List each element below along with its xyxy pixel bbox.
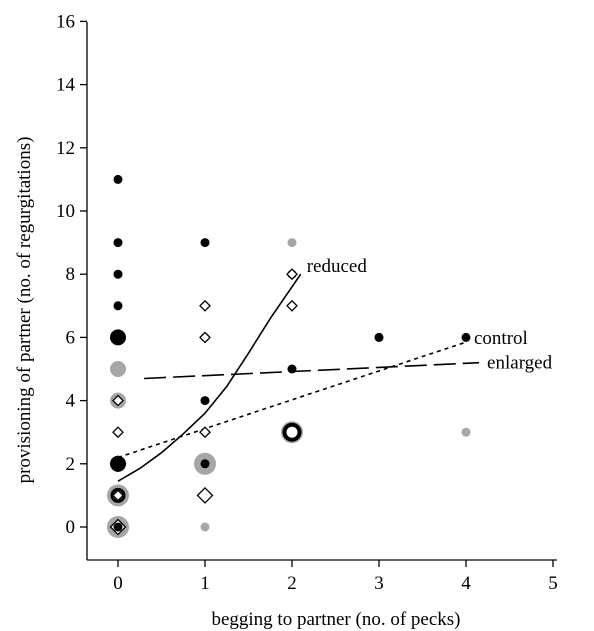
point-grey-circle [200, 522, 210, 532]
y-tick-label: 8 [66, 264, 76, 285]
x-tick-label: 5 [548, 573, 558, 594]
y-tick-label: 12 [56, 138, 75, 159]
y-tick-label: 10 [56, 201, 75, 222]
x-tick-label: 4 [461, 573, 471, 594]
x-tick-label: 3 [374, 573, 384, 594]
point-black-circle [110, 455, 126, 472]
y-tick-label: 2 [66, 454, 76, 475]
point-black-circle [374, 332, 384, 342]
series-label-control: control [474, 328, 528, 349]
point-diamond [112, 489, 124, 502]
point-diamond [112, 426, 124, 439]
point-black-circle [113, 522, 123, 532]
y-tick-label: 6 [66, 327, 76, 348]
series-line-reduced [117, 273, 302, 482]
point-diamond [199, 331, 211, 344]
point-grey-circle [461, 427, 471, 437]
point-diamond [196, 486, 214, 504]
point-black-circle [113, 238, 123, 248]
series-line-control [117, 341, 467, 459]
series-line-enlarged [144, 361, 480, 380]
point-black-circle [110, 329, 126, 346]
series-label-reduced: reduced [307, 256, 368, 277]
y-tick-label: 16 [56, 11, 75, 32]
series-label-enlarged: enlarged [487, 353, 553, 374]
y-tick-label: 0 [66, 517, 76, 538]
point-black-circle [200, 396, 210, 406]
point-diamond [112, 394, 124, 407]
point-black-circle [113, 174, 123, 184]
regression-lines [117, 273, 480, 482]
point-black-circle [113, 269, 123, 279]
x-tick-label: 2 [287, 573, 297, 594]
point-grey-circle [110, 361, 126, 377]
x-axis-title: begging to partner (no. of pecks) [211, 609, 460, 630]
point-ring [282, 422, 302, 442]
series-labels: reduced control enlarged [307, 256, 553, 373]
point-diamond [199, 426, 211, 439]
point-diamond [199, 299, 211, 312]
point-black-circle [461, 332, 471, 342]
point-black-circle [200, 238, 210, 248]
point-diamond [286, 268, 298, 281]
point-black-circle [113, 301, 123, 311]
x-tick-label: 1 [200, 573, 210, 594]
y-tick-label: 14 [56, 75, 76, 96]
y-axis-title: provisioning of partner (no. of regurgit… [14, 137, 35, 484]
data-points [107, 174, 471, 538]
point-grey-circle [287, 238, 297, 248]
point-diamond [286, 299, 298, 312]
point-black-circle [200, 459, 210, 469]
y-tick-label: 4 [66, 391, 76, 412]
point-black-circle [287, 364, 297, 374]
x-tick-label: 0 [113, 573, 123, 594]
